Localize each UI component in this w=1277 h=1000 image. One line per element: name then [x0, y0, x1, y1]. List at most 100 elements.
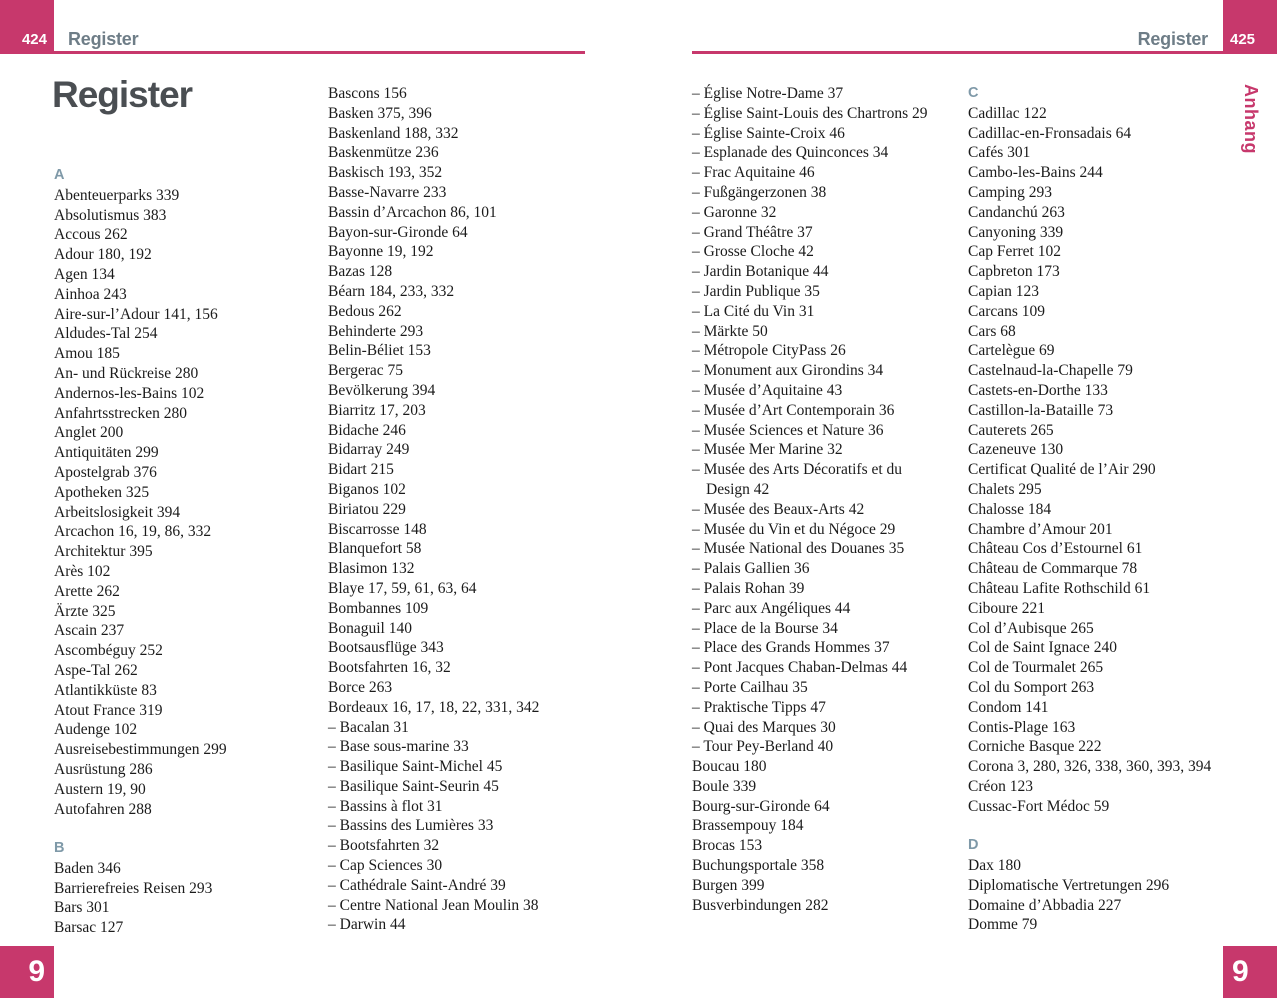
running-header-right-text: Register: [1137, 29, 1209, 49]
index-entry: Dax 180: [968, 857, 1021, 875]
index-subentry: – Garonne 32: [692, 203, 777, 221]
index-entry: Baskenland 188, 332: [328, 124, 459, 142]
page-number-box-left: 424: [0, 0, 54, 53]
index-entry: Cussac-Fort Médoc 59: [968, 797, 1110, 815]
chapter-number-left: 9: [28, 955, 45, 988]
index-subentry: – Monument aux Girondins 34: [692, 362, 884, 380]
index-entry: Audenge 102: [54, 721, 138, 739]
index-entry: Austern 19, 90: [54, 780, 146, 798]
index-subentry: – Quai des Marques 30: [692, 718, 836, 736]
index-entry: Castelnaud-la-Chapelle 79: [968, 362, 1133, 380]
index-entry: Canyoning 339: [968, 223, 1064, 241]
header-rule-left: [0, 51, 585, 54]
index-column-1: A Abenteuerparks 339 Absolutismus 383 Accou…: [54, 166, 322, 938]
index-subentry: – Église Saint-Louis des Chartrons 29: [692, 104, 928, 122]
index-subentry: – Musée des Arts Décoratifs et du: [692, 461, 903, 479]
index-column-4: C Cadillac 122 Cadillac-en-Fronsadais 64 Ca…: [968, 84, 1230, 935]
index-entry-continuation: Design 42: [706, 480, 770, 498]
index-entry: Béarn 184, 233, 332: [328, 282, 455, 300]
index-entry: Diplomatische Vertretungen 296: [968, 876, 1170, 894]
line-gap: [968, 816, 1230, 836]
header-rule-right: [692, 51, 1277, 54]
index-subentry: – Base sous-marine 33: [328, 738, 469, 756]
running-header-right: Register: [1137, 0, 1209, 50]
index-entry: Baskenmütze 236: [328, 144, 439, 162]
index-subentry: – Darwin 44: [328, 916, 406, 934]
index-subentry: – Grand Théâtre 37: [692, 223, 813, 241]
index-subentry: – Märkte 50: [692, 322, 768, 340]
index-subentry: – Bacalan 31: [328, 718, 409, 736]
page-number-box-right: 425: [1223, 0, 1277, 53]
index-entry: Busverbindungen 282: [692, 896, 829, 914]
index-entry: Candanchú 263: [968, 203, 1065, 221]
index-entry: Bassin d’Arcachon 86, 101: [328, 203, 497, 221]
index-entry: Ascain 237: [54, 622, 125, 640]
index-entry: Brocas 153: [692, 837, 763, 855]
index-entry: Bonaguil 140: [328, 619, 412, 637]
index-subentry: – Parc aux Angéliques 44: [692, 599, 851, 617]
index-subentry: – Musée Mer Marine 32: [692, 441, 843, 459]
index-entry: Ciboure 221: [968, 599, 1046, 617]
index-entry: Bombannes 109: [328, 599, 429, 617]
index-entry: Ausrüstung 286: [54, 760, 153, 778]
index-entry: Col de Tourmalet 265: [968, 659, 1104, 677]
index-entry: Contis-Plage 163: [968, 718, 1076, 736]
index-entry: Chalets 295: [968, 480, 1042, 498]
index-entry: Agen 134: [54, 265, 115, 283]
index-entry: Arès 102: [54, 562, 111, 580]
chapter-number-right: 9: [1232, 955, 1249, 988]
index-subentry: – Tour Pey-Berland 40: [692, 738, 834, 756]
index-entry: Abenteuerparks 339: [54, 186, 180, 204]
index-subentry: – Église Notre-Dame 37: [692, 85, 844, 102]
index-entry: Domme 79: [968, 916, 1038, 934]
index-subentry: – Jardin Botanique 44: [692, 263, 829, 281]
index-subentry: – Musée Sciences et Nature 36: [692, 421, 884, 439]
index-subentry: – Bassins des Lumières 33: [328, 817, 494, 835]
index-entry: Cartelègue 69: [968, 342, 1055, 360]
index-entry: Behinderte 293: [328, 322, 424, 340]
index-entry: Bedous 262: [328, 302, 402, 320]
index-entry: Arcachon 16, 19, 86, 332: [54, 523, 212, 541]
index-entry: Biscarrosse 148: [328, 520, 427, 538]
index-subentry: – Basilique Saint-Michel 45: [328, 758, 503, 776]
index-entry: Chambre d’Amour 201: [968, 520, 1113, 538]
index-entry: Bootsausflüge 343: [328, 639, 444, 657]
index-entry: Bascons 156: [328, 85, 407, 102]
index-entry: Camping 293: [968, 183, 1052, 201]
index-entry: Aire-sur-l’Adour 141, 156: [54, 305, 218, 323]
index-entry: Barsac 127: [54, 919, 124, 937]
line-gap: [54, 819, 322, 839]
section-letter: A: [54, 167, 65, 183]
index-entry: Cafés 301: [968, 144, 1031, 162]
index-entry: Adour 180, 192: [54, 246, 152, 264]
section-letter: B: [54, 840, 65, 857]
index-entry: Bidache 246: [328, 421, 406, 439]
index-entry: Blaye 17, 59, 61, 63, 64: [328, 579, 477, 597]
index-entry: Ainhoa 243: [54, 285, 127, 303]
index-entry: Absolutismus 383: [54, 206, 167, 224]
index-entry: Cauterets 265: [968, 421, 1054, 439]
index-entry: Brassempouy 184: [692, 817, 804, 835]
index-entry: Aldudes-Tal 254: [54, 325, 158, 343]
index-column-2: Bascons 156 Basken 375, 396 Baskenland 188…: [328, 84, 590, 935]
index-entry: Col d’Aubisque 265: [968, 619, 1094, 637]
page-number-left: 424: [21, 31, 47, 48]
page-title: Register: [52, 74, 193, 115]
index-subentry: – Bassins à flot 31: [328, 797, 443, 815]
index-entry: Bidart 215: [328, 461, 394, 479]
index-subentry: – Basilique Saint-Seurin 45: [328, 777, 499, 795]
index-subentry: – Église Sainte-Croix 46: [692, 124, 845, 142]
index-entry: Château de Commarque 78: [968, 560, 1138, 578]
index-subentry: – Musée du Vin et du Négoce 29: [692, 520, 896, 538]
index-entry: Cap Ferret 102: [968, 243, 1061, 261]
index-entry: Bayonne 19, 192: [328, 243, 434, 261]
index-entry: Créon 123: [968, 777, 1034, 795]
index-entry: Apotheken 325: [54, 483, 150, 501]
index-entry: Basse-Navarre 233: [328, 183, 447, 201]
index-entry: Ärzte 325: [54, 602, 116, 620]
index-entry: Bourg-sur-Gironde 64: [692, 797, 830, 815]
index-entry: Cars 68: [968, 322, 1016, 340]
index-entry: Bidarray 249: [328, 441, 410, 459]
index-entry: Condom 141: [968, 698, 1049, 716]
index-subentry: – Musée d’Aquitaine 43: [692, 381, 843, 399]
